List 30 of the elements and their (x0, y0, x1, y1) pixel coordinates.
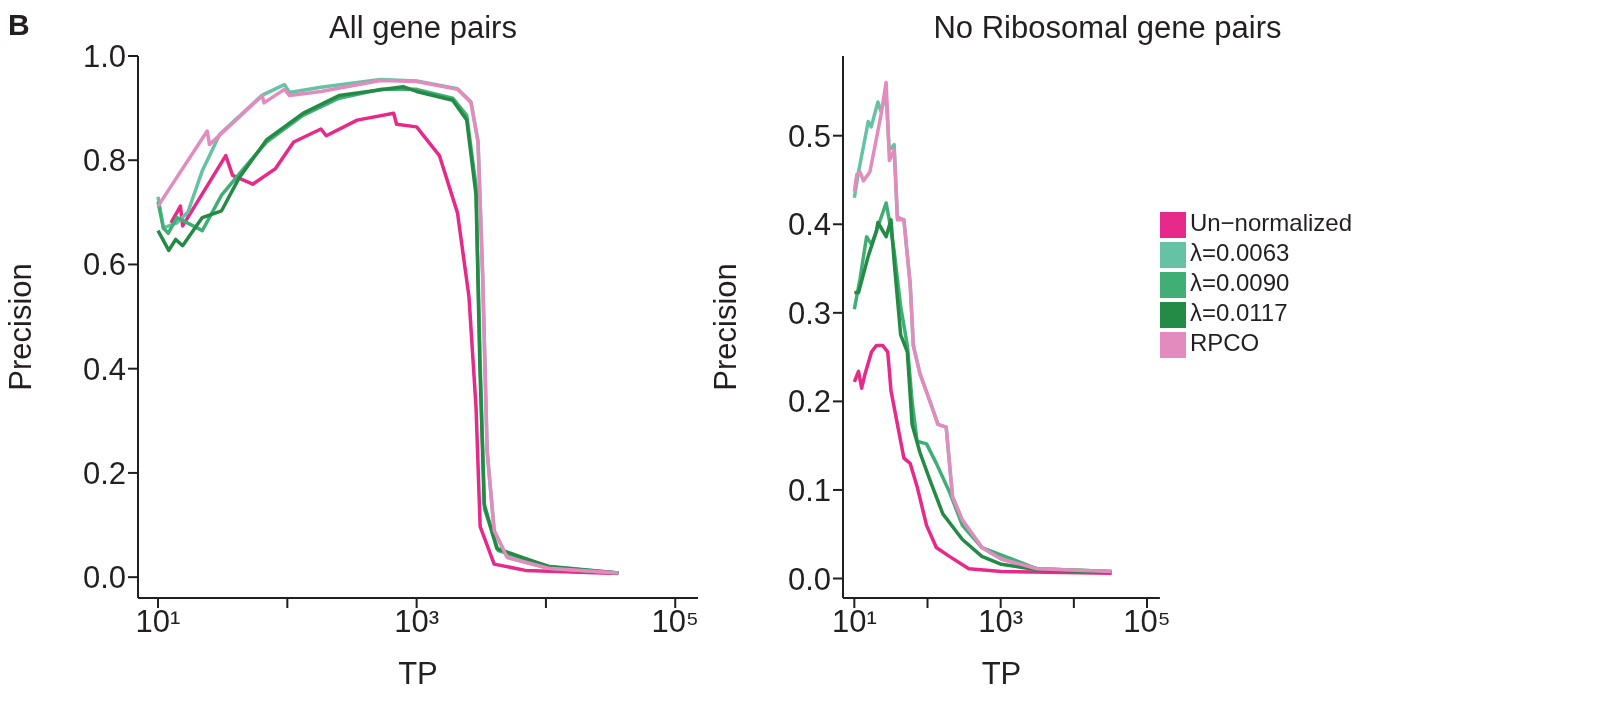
text: B (8, 8, 30, 42)
y-tick-label: 0.1 (787, 472, 831, 508)
x-tick-label: 10³ (394, 604, 440, 640)
x-axis-title: TP (981, 656, 1022, 691)
legend-label: λ=0.0117 (1189, 299, 1288, 326)
x-axis-title: TP (398, 656, 438, 691)
y-tick-label: 0.8 (82, 143, 126, 179)
y-tick-label: 0.0 (787, 561, 831, 597)
legend-label: Un−normalized (1189, 209, 1352, 236)
x-tick-label: 10⁵ (1123, 604, 1171, 640)
chart-title: No Ribosomal gene pairs (932, 10, 1283, 46)
y-axis-title: Precision (708, 263, 744, 391)
legend-label: λ=0.0090 (1189, 269, 1290, 296)
x-tick-label: 10¹ (831, 604, 877, 640)
x-tick-label: 10³ (978, 604, 1024, 640)
y-tick-label: 0.5 (787, 118, 831, 154)
y-tick-label: 1.0 (82, 39, 126, 75)
y-tick-label: 0.4 (82, 351, 126, 387)
y-axis-title: Precision (3, 263, 39, 391)
legend-label: RPCO (1189, 329, 1260, 356)
x-tick-label: 10¹ (135, 604, 181, 640)
y-tick-label: 0.0 (82, 560, 126, 596)
y-tick-label: 0.3 (787, 295, 831, 331)
y-tick-label: 0.4 (787, 207, 831, 243)
x-tick-label: 10⁵ (651, 604, 699, 640)
y-tick-label: 0.6 (82, 247, 126, 283)
legend-label: λ=0.0063 (1189, 239, 1290, 266)
y-tick-label: 0.2 (82, 455, 126, 491)
chart-title: All gene pairs (329, 10, 517, 45)
y-tick-label: 0.2 (787, 384, 831, 420)
